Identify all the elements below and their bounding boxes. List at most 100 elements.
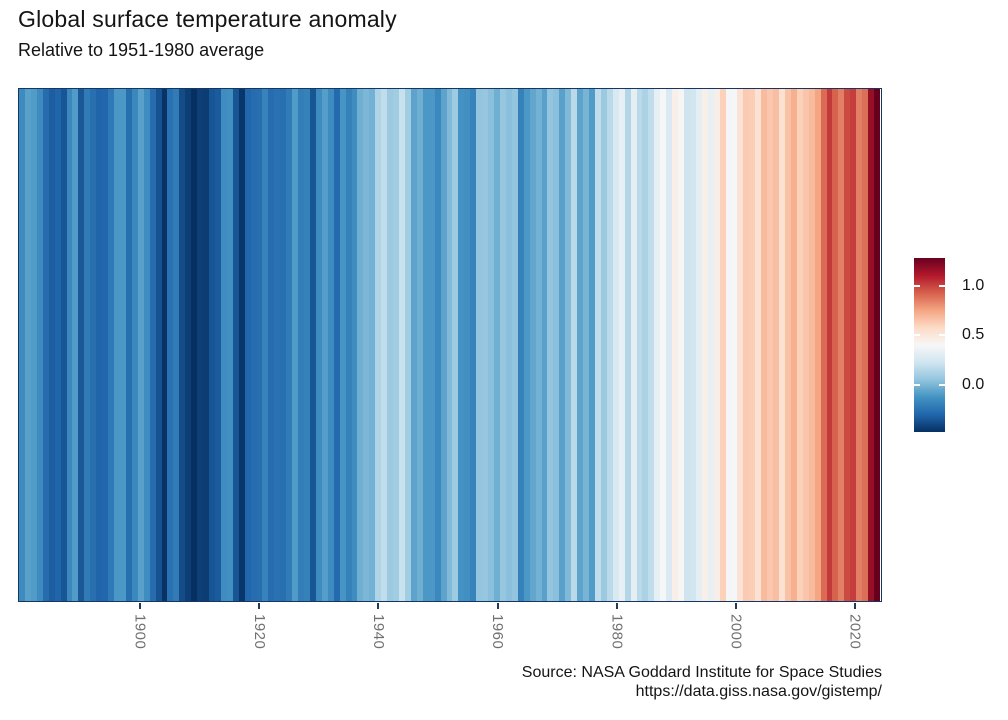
year-stripe-1965: [523, 89, 530, 601]
x-tick-mark-1940: [377, 603, 380, 609]
year-stripe-1950: [434, 89, 441, 601]
year-stripe-1884: [42, 89, 49, 601]
year-stripe-1905: [167, 89, 174, 601]
x-tick-mark-2020: [854, 603, 857, 609]
year-stripe-1886: [54, 89, 61, 601]
year-stripe-1956: [470, 89, 477, 601]
year-stripe-1937: [357, 89, 364, 601]
year-stripe-1968: [541, 89, 548, 601]
year-stripe-2013: [808, 89, 815, 601]
year-stripe-1949: [428, 89, 435, 601]
year-stripe-1960: [494, 89, 500, 601]
legend-tick-mark: [914, 383, 920, 386]
legend-tick-mark: [939, 284, 945, 287]
year-stripe-1984: [636, 89, 643, 601]
x-tick-mark-2000: [735, 603, 737, 609]
year-stripe-1999: [725, 89, 732, 601]
year-stripe-1899: [131, 89, 138, 601]
year-stripe-1988: [660, 89, 667, 601]
year-stripe-1996: [707, 89, 714, 601]
year-stripe-1982: [624, 89, 631, 601]
year-stripe-1883: [36, 89, 43, 601]
year-stripe-1980: [612, 89, 619, 601]
year-stripe-1889: [72, 89, 79, 601]
year-stripe-1977: [594, 89, 601, 601]
year-stripe-1913: [214, 89, 221, 601]
year-stripe-1957: [476, 89, 483, 601]
year-stripe-1909: [191, 89, 198, 601]
year-stripe-1887: [60, 89, 67, 601]
year-stripe-1962: [505, 89, 512, 601]
year-stripe-2010: [790, 89, 797, 601]
year-stripe-1907: [179, 89, 186, 601]
x-tick-mark-1980: [615, 603, 618, 609]
year-stripe-1902: [149, 89, 156, 601]
year-stripe-1920: [256, 89, 263, 601]
x-axis: 1900 1920 1940 1960 1980 2000 2020: [18, 602, 882, 672]
year-stripe-1921: [262, 89, 269, 601]
year-stripe-1972: [565, 89, 572, 601]
stripes-panel: [18, 88, 882, 602]
x-tick-label-2020: 2020: [846, 614, 864, 650]
color-legend: 1.0 0.5 0.0: [914, 258, 1004, 432]
year-stripe-1995: [701, 89, 708, 601]
year-stripe-1934: [339, 89, 346, 601]
year-stripe-1954: [458, 89, 465, 601]
year-stripe-1924: [280, 89, 287, 601]
legend-tick-mark: [914, 334, 920, 337]
year-stripe-1955: [464, 89, 471, 601]
year-stripe-1931: [321, 89, 328, 601]
year-stripe-2005: [761, 89, 768, 601]
year-stripe-1915: [226, 89, 233, 601]
x-tick-label-1960: 1960: [489, 614, 507, 650]
year-stripe-1963: [511, 89, 518, 601]
year-stripe-1981: [618, 89, 625, 601]
year-stripe-1973: [571, 89, 578, 601]
year-stripe-1930: [315, 89, 322, 601]
chart-subtitle: Relative to 1951-1980 average: [18, 40, 265, 60]
year-stripe-1966: [529, 89, 536, 601]
year-stripe-1922: [268, 89, 275, 601]
year-stripe-1894: [102, 89, 109, 601]
year-stripe-1942: [387, 89, 394, 601]
year-stripe-1974: [577, 89, 584, 601]
year-stripe-1917: [238, 89, 245, 601]
year-stripe-1983: [630, 89, 637, 601]
year-stripe-2015: [820, 89, 827, 601]
year-stripe-1943: [393, 89, 399, 601]
year-stripe-2004: [755, 89, 762, 601]
year-stripe-2023: [868, 89, 874, 601]
legend-tick-mark: [914, 284, 920, 287]
year-stripe-1985: [642, 89, 649, 601]
year-stripe-1901: [143, 89, 150, 601]
year-stripe-1880: [19, 89, 25, 601]
year-stripe-1976: [589, 89, 595, 601]
year-stripe-1882: [30, 89, 37, 601]
year-stripe-1940: [375, 89, 382, 601]
year-stripe-1945: [404, 89, 411, 601]
year-stripe-1918: [244, 89, 251, 601]
x-tick-mark-1960: [496, 603, 499, 609]
year-stripe-1941: [381, 89, 388, 601]
year-stripe-1933: [333, 89, 340, 601]
year-stripe-1979: [606, 89, 613, 601]
year-stripe-1997: [713, 89, 720, 601]
year-stripe-1910: [197, 89, 204, 601]
year-stripe-2022: [862, 89, 869, 601]
year-stripe-2011: [796, 89, 803, 601]
year-stripe-2008: [779, 89, 785, 601]
year-stripe-1912: [209, 89, 215, 601]
year-stripe-1952: [446, 89, 453, 601]
year-stripe-1916: [232, 89, 239, 601]
x-tick-mark-1920: [258, 603, 261, 609]
year-stripe-1908: [185, 89, 192, 601]
year-stripe-2009: [784, 89, 791, 601]
year-stripe-1929: [309, 89, 316, 601]
year-stripe-1890: [78, 89, 85, 601]
year-stripe-1897: [119, 89, 126, 601]
legend-tick-label-1.0: 1.0: [962, 276, 985, 294]
year-stripe-1978: [600, 89, 607, 601]
year-stripe-1914: [220, 89, 227, 601]
year-stripe-1926: [292, 89, 299, 601]
source-caption: Source: NASA Goddard Institute for Space…: [522, 663, 882, 701]
